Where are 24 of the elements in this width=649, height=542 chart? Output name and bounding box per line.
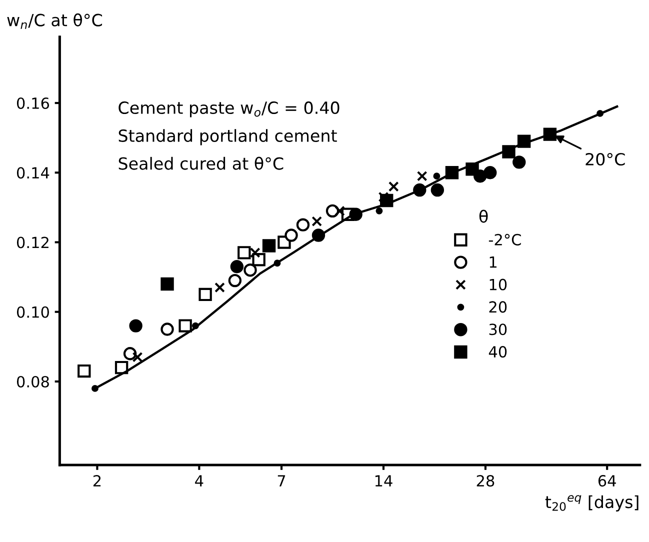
annotation: 20°C bbox=[586, 152, 625, 166]
annotation: Cement paste w$_{o}$/C = 0.40 bbox=[118, 101, 340, 118]
x-tick-label: 14 bbox=[375, 475, 392, 486]
legend-label: 10 bbox=[490, 278, 507, 290]
y-tick-label: 0.08 bbox=[16, 376, 49, 388]
y-axis-title: w$_{n}$/C at θ°C bbox=[7, 13, 102, 29]
x-tick-label: 7 bbox=[278, 475, 286, 486]
y-tick-label: 0.14 bbox=[16, 167, 50, 179]
x-tick-label: 64 bbox=[598, 475, 616, 487]
annotation: Sealed cured at θ°C bbox=[118, 156, 284, 170]
y-tick-label: 0.16 bbox=[16, 97, 50, 110]
legend-label: 1 bbox=[490, 256, 496, 268]
annotation: Standard portland cement bbox=[118, 129, 337, 146]
legend-label: 30 bbox=[489, 324, 507, 336]
x-tick-label: 4 bbox=[195, 475, 204, 486]
legend-label: 20 bbox=[489, 301, 507, 313]
y-tick-label: 0.10 bbox=[16, 306, 49, 318]
legend-label: -2°C bbox=[488, 234, 521, 246]
x-tick-label: 28 bbox=[476, 475, 494, 487]
x-tick-label: 2 bbox=[93, 475, 101, 486]
legend-label: 40 bbox=[488, 346, 507, 358]
y-tick-label: 0.12 bbox=[16, 236, 48, 248]
legend-title: θ bbox=[479, 210, 488, 223]
x-axis-title: t$_{20}$$^{eq}$ [days] bbox=[545, 495, 638, 512]
